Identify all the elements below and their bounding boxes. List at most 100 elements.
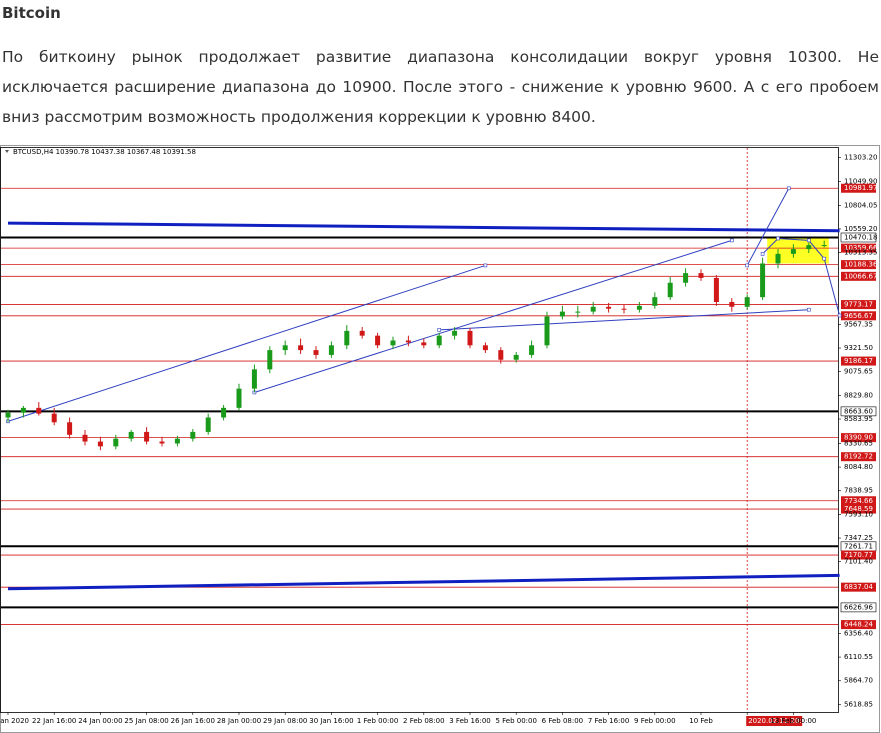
candle-body — [344, 330, 350, 346]
candle-body — [575, 311, 581, 313]
level-label-box — [841, 550, 876, 560]
level-label-box — [841, 504, 876, 514]
level-label-box — [841, 433, 876, 443]
trend-point — [760, 252, 765, 256]
candle-body — [97, 441, 103, 447]
level-label-box — [841, 271, 876, 281]
level-label: 8663.60 — [844, 407, 873, 415]
trend-point — [786, 186, 791, 191]
level-label-box — [840, 602, 877, 613]
level-label: 6448.24 — [844, 621, 873, 629]
candle-body — [144, 431, 150, 442]
trendline — [7, 573, 840, 591]
candle-body — [498, 350, 504, 360]
candle-body — [559, 311, 565, 317]
trend-point — [837, 313, 842, 318]
candle-body — [405, 340, 411, 343]
y-tick-label: 11049.90 — [844, 178, 877, 186]
y-tick-label: 10559.20 — [844, 225, 877, 233]
x-tick-label: 22 Jan 16:00 — [32, 717, 76, 725]
x-tick-label: 25 Jan 08:00 — [124, 717, 168, 725]
candle-body — [760, 263, 766, 298]
candle-body — [606, 306, 612, 309]
candle-body — [806, 245, 812, 250]
candle-body — [113, 438, 119, 447]
level-label-box — [840, 232, 877, 243]
level-label: 6626.96 — [844, 603, 873, 611]
y-tick-label: 9075.65 — [844, 368, 873, 376]
candle-body — [36, 407, 42, 414]
trend-point — [806, 307, 811, 312]
level-label: 9773.17 — [844, 301, 873, 309]
trend-point — [776, 236, 780, 241]
candle-body — [359, 330, 365, 336]
candle-body — [775, 253, 781, 264]
candle-body — [51, 413, 57, 423]
candle-body — [436, 335, 442, 346]
level-label: 9186.17 — [844, 357, 873, 365]
level-label: 8192.72 — [844, 453, 873, 461]
candle-body — [744, 297, 750, 307]
y-tick-label: 6356.40 — [844, 629, 873, 637]
x-tick-label: 13 Feb 00:00 — [770, 717, 816, 725]
level-label-box — [841, 260, 876, 270]
candle-body — [729, 301, 735, 307]
candle-body — [205, 417, 211, 432]
y-tick-label: 9567.35 — [844, 320, 873, 328]
level-label: 7734.66 — [844, 497, 873, 505]
level-label-box — [841, 496, 876, 506]
y-tick-label: 8583.95 — [844, 415, 873, 423]
cursor-label-box — [746, 716, 803, 726]
x-tick-label: 10 Feb — [689, 717, 713, 725]
candle-body — [67, 422, 73, 435]
candle-body — [636, 305, 642, 310]
candle-body — [590, 306, 596, 312]
y-tick-label: 11303.20 — [844, 153, 877, 161]
y-tick-label: 9321.50 — [844, 344, 873, 352]
candle-body — [713, 277, 719, 302]
candle-body — [298, 345, 304, 351]
description: По биткоину рынок продолжает развитие ди… — [2, 48, 879, 126]
level-label: 7648.59 — [844, 505, 873, 513]
x-tick-label: 3 Feb 16:00 — [449, 717, 490, 725]
candle-body — [698, 273, 704, 278]
candle-body — [544, 316, 550, 346]
level-label: 9656.67 — [844, 312, 873, 320]
candle-body — [667, 282, 673, 298]
candle-body — [267, 350, 273, 370]
y-tick-label: 5864.70 — [844, 677, 873, 685]
candle-body — [221, 407, 227, 418]
candle-body — [452, 330, 458, 336]
candle-body — [513, 354, 519, 360]
x-tick-label: 6 Feb 08:00 — [542, 717, 583, 725]
plot-frame — [0, 147, 839, 713]
x-tick-label: 26 Jan 16:00 — [171, 717, 215, 725]
trend-point — [806, 238, 811, 243]
y-tick-label: 7347.25 — [844, 534, 873, 542]
candle-body — [128, 431, 134, 439]
x-tick-label: 2 Feb 08:00 — [403, 717, 444, 725]
level-label-box — [841, 582, 876, 592]
candle-body — [790, 249, 796, 254]
y-tick-label: 8829.80 — [844, 391, 873, 399]
candle-body — [482, 345, 488, 351]
y-tick-label: 7838.95 — [844, 487, 873, 495]
chart-title: BTCUSD,H4 10390.78 10437.38 10367.48 103… — [13, 148, 196, 156]
candle-body — [390, 340, 396, 346]
candle-body — [82, 434, 88, 442]
candle-body — [652, 297, 658, 306]
x-tick-label: 29 Jan 08:00 — [263, 717, 307, 725]
level-label: 10359.66 — [844, 244, 878, 252]
y-tick-label: 10313.35 — [844, 249, 877, 257]
level-label: 7261.71 — [844, 542, 873, 550]
candle-body — [375, 335, 381, 346]
trendline — [7, 221, 840, 233]
level-label: 10981.97 — [844, 184, 877, 192]
candle-body — [251, 369, 257, 389]
candle-body — [421, 342, 427, 346]
y-tick-label: 5618.85 — [844, 700, 873, 708]
level-label: 10470.18 — [844, 233, 877, 241]
trendline — [439, 309, 809, 331]
trend-point — [437, 328, 442, 332]
y-tick-label: 8330.65 — [844, 439, 873, 447]
